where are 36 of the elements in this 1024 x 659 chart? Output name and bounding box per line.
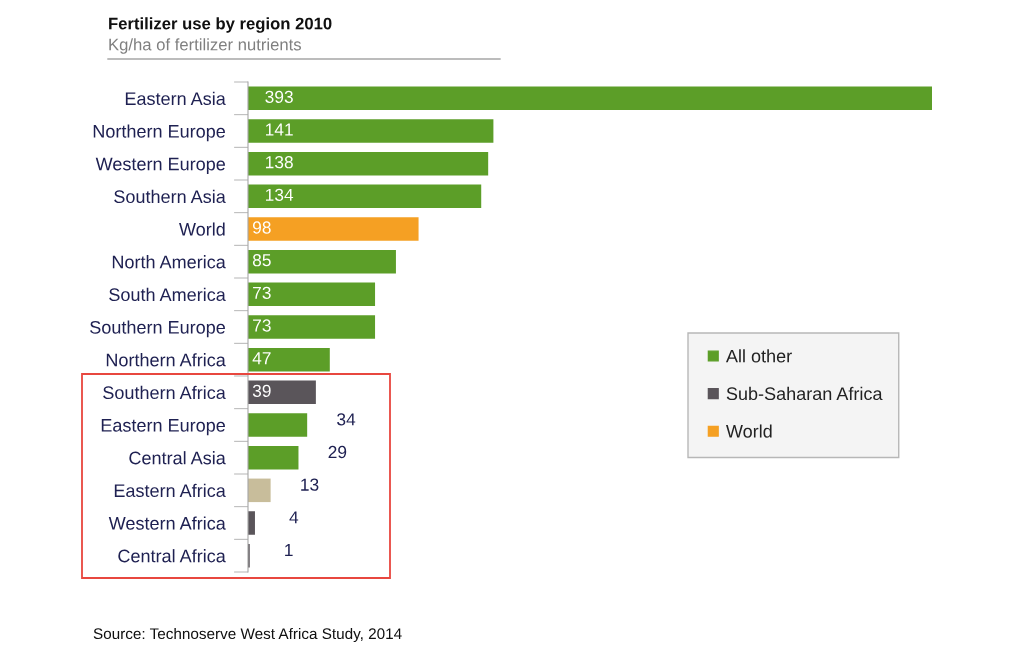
data-label: 13 bbox=[301, 478, 319, 491]
y-tick-label: World bbox=[179, 222, 225, 236]
data-label: 73 bbox=[253, 319, 271, 332]
data-label: 393 bbox=[265, 90, 293, 103]
data-label: 138 bbox=[265, 156, 293, 169]
legend-label: All other bbox=[725, 349, 792, 363]
y-tick-label: Eastern Africa bbox=[114, 483, 226, 498]
y-tick-label: Southern Europe bbox=[90, 320, 225, 338]
y-tick-label: Northern Africa bbox=[106, 353, 226, 367]
source-note: Source: Technoserve West Africa Study, 2014 bbox=[93, 627, 402, 643]
data-label: 4 bbox=[289, 511, 299, 524]
y-tick-label: Western Africa bbox=[108, 516, 226, 530]
data-label: 134 bbox=[265, 188, 294, 201]
y-tick-label: Central Asia bbox=[129, 451, 226, 465]
data-label: 98 bbox=[252, 221, 271, 234]
y-tick-label: Southern Africa bbox=[103, 385, 226, 400]
data-label: 34 bbox=[337, 413, 356, 426]
y-tick-label: Central Africa bbox=[118, 549, 226, 563]
data-label: 1 bbox=[285, 544, 293, 556]
y-tick-label: Western Europe bbox=[95, 157, 225, 174]
y-tick-label: South America bbox=[109, 287, 226, 302]
legend-label: Sub-Saharan Africa bbox=[726, 386, 883, 401]
y-tick-label: Eastern Asia bbox=[125, 91, 226, 106]
legend-label: World bbox=[726, 424, 772, 438]
y-tick-label: North America bbox=[112, 255, 226, 269]
y-tick-label: Northern Europe bbox=[93, 124, 225, 142]
y-tick-label: Southern Asia bbox=[114, 189, 226, 204]
data-label: 73 bbox=[253, 286, 271, 299]
data-label: 141 bbox=[265, 123, 293, 136]
chart-subtitle: Kg/ha of fertilizer nutrients bbox=[109, 38, 302, 54]
chart-title: Fertilizer use by region 2010 bbox=[109, 17, 332, 33]
data-label: 85 bbox=[252, 254, 271, 267]
y-tick-label: Eastern Europe bbox=[101, 419, 225, 436]
data-label: 29 bbox=[328, 445, 347, 459]
data-label: 47 bbox=[252, 352, 271, 365]
data-label: 39 bbox=[252, 384, 271, 397]
